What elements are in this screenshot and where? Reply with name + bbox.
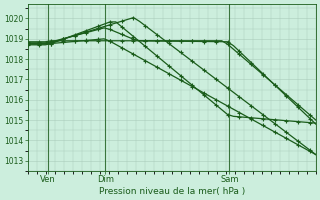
X-axis label: Pression niveau de la mer( hPa ): Pression niveau de la mer( hPa ) bbox=[99, 187, 245, 196]
